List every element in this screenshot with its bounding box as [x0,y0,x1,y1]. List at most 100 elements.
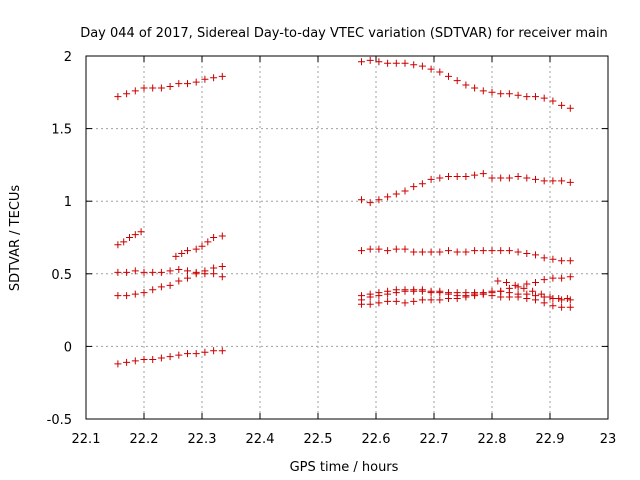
plot-frame [85,55,609,420]
x-axis-label: GPS time / hours [290,460,399,475]
data-point [375,245,383,253]
data-point [384,247,392,255]
data-point [126,234,133,241]
series-s2-f [358,286,574,311]
data-point [149,355,157,363]
data-point [436,174,444,182]
data-point [366,300,374,308]
data-point [131,267,139,275]
data-point [436,248,444,256]
data-point [218,72,226,80]
data-point [184,247,191,255]
data-point [392,245,400,253]
x-tick-label: 22.8 [478,432,507,447]
data-point [384,297,392,305]
data-point [427,175,435,183]
series-s1-d [114,263,226,300]
series-s1-a [114,228,145,249]
data-point [453,289,461,297]
data-point [532,251,539,259]
data-point [427,248,435,256]
data-point [201,267,209,275]
data-marks [114,56,574,368]
data-point [479,290,487,298]
data-point [192,245,200,253]
y-tick-label: 1 [64,195,72,210]
data-point [462,248,470,256]
data-point [488,292,496,300]
data-point [392,190,400,198]
data-point [505,293,513,301]
data-point [401,187,409,195]
data-point [366,290,374,298]
data-point [184,267,191,275]
data-point [540,254,548,262]
data-point [210,234,218,241]
series-s1-top [114,72,226,101]
data-point [410,61,418,69]
y-axis-label: SDTVAR / TECUs [8,185,23,292]
data-point [505,90,513,98]
data-point [514,283,522,291]
x-tick-label: 22.2 [130,432,159,447]
data-point [149,84,157,92]
data-point [114,93,122,101]
data-point [172,252,180,260]
data-point [471,247,479,255]
data-point [427,65,435,73]
data-point [511,281,519,289]
data-point [558,274,566,282]
data-point [532,93,539,101]
data-point [166,281,174,289]
data-point [549,255,557,263]
data-point [558,101,566,109]
data-point [436,296,444,304]
data-point [166,82,174,90]
data-point [497,174,505,182]
y-tick-label: 1.5 [51,123,72,138]
data-point [523,294,531,302]
data-point [497,293,505,301]
data-point [558,296,566,304]
data-point [555,294,563,302]
data-point [566,273,574,281]
data-point [462,173,470,181]
data-point [166,267,174,275]
y-tick-label: 0.5 [51,268,72,283]
data-point [184,80,191,88]
series-s2-e [358,273,574,308]
data-point [558,177,566,185]
data-point [503,279,510,287]
data-point [549,274,557,282]
data-point [488,88,496,96]
data-point [157,268,165,276]
data-point [558,257,566,265]
data-point [436,68,444,76]
data-point [114,360,122,368]
data-point [418,248,426,256]
data-point [505,174,513,182]
data-point [137,228,145,236]
series-s1-e [114,347,226,368]
data-point [401,286,409,294]
data-point [558,303,566,311]
data-point [392,59,400,67]
data-point [358,300,365,308]
data-point [479,247,487,255]
data-point [418,296,426,304]
data-point [131,290,139,298]
data-point [563,294,571,302]
data-point [520,284,528,292]
series-s2-b [358,170,574,207]
data-point [546,293,554,301]
data-point [540,177,548,185]
x-tick-label: 22.3 [188,432,217,447]
data-point [358,196,365,204]
data-point [123,268,131,276]
data-point [123,358,131,366]
data-point [140,268,148,276]
data-point [488,247,496,255]
data-point [178,249,186,257]
data-point [537,290,545,298]
data-point [184,350,191,358]
